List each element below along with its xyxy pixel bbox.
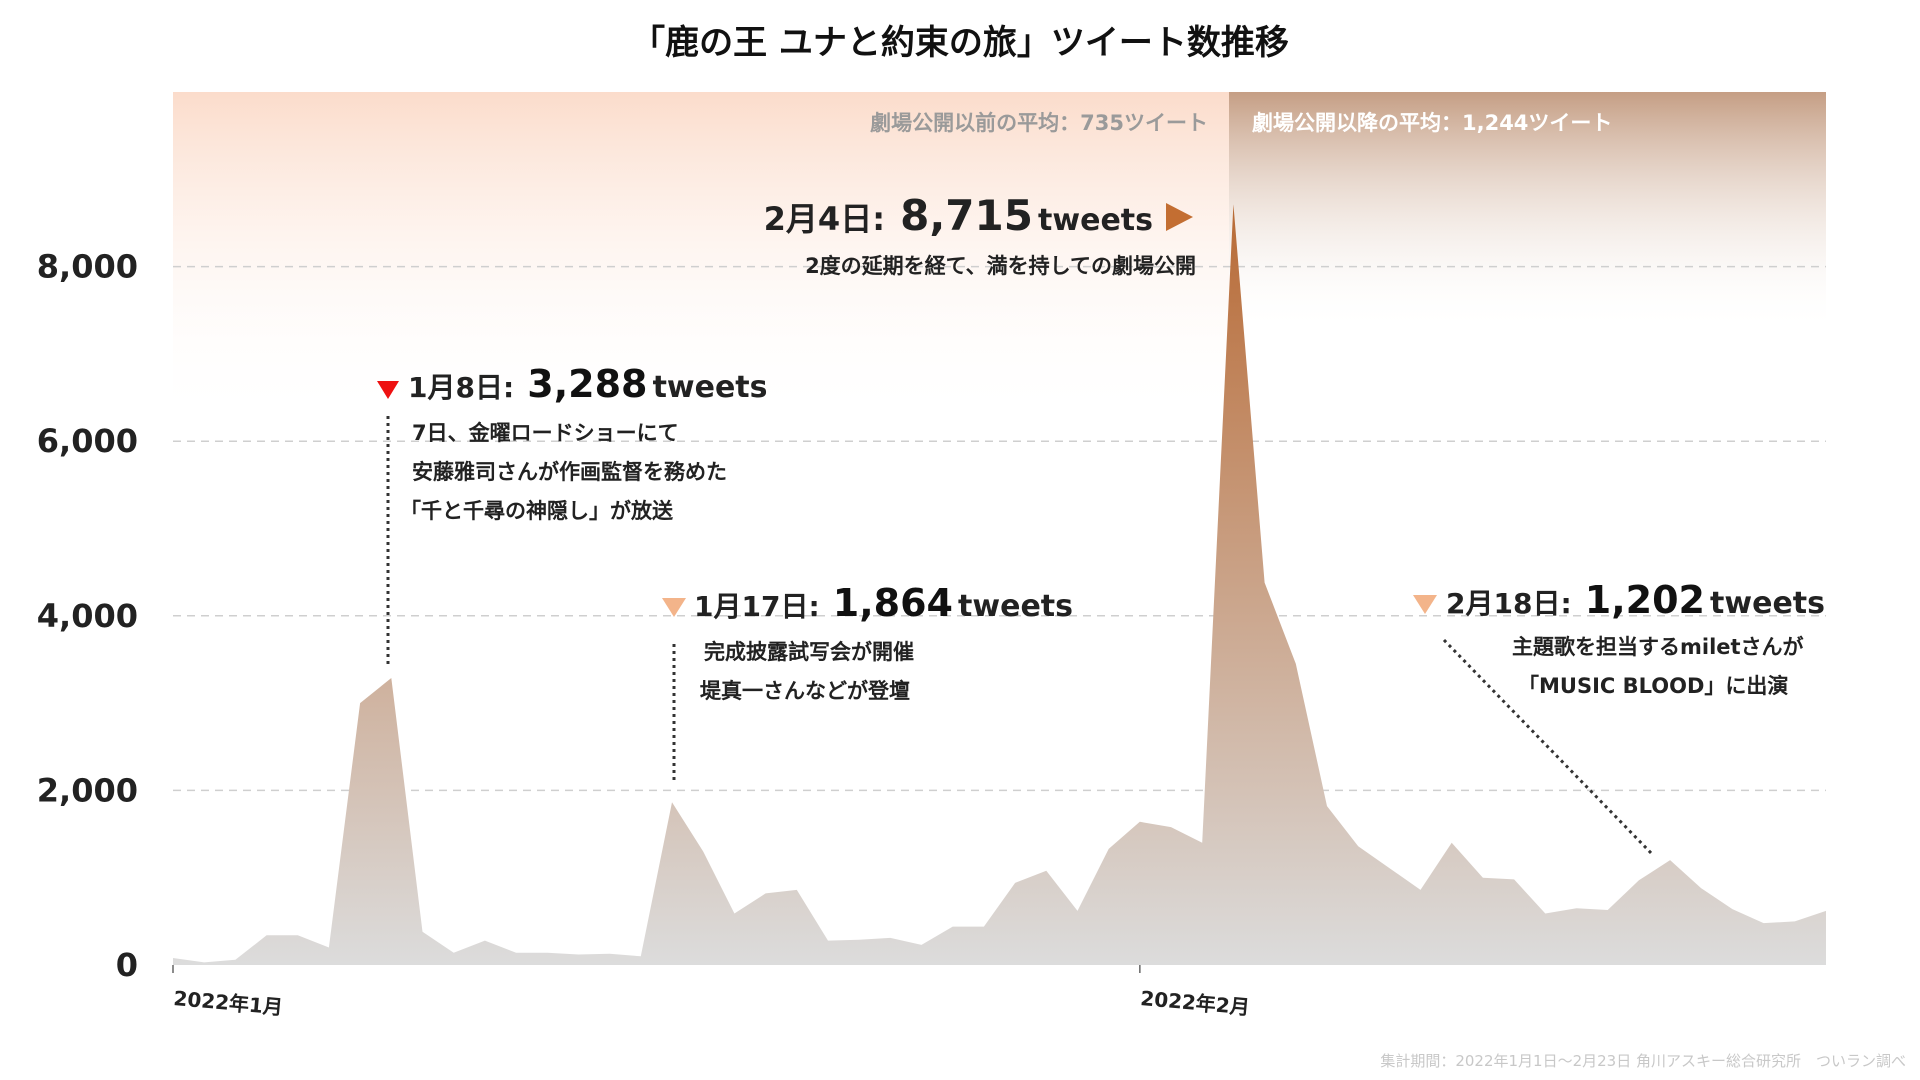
annotation-jan8-line1: 7日、金曜ロードショーにて bbox=[412, 421, 679, 445]
annotation-jan17-heading: 1月17日: 1,864 tweets bbox=[694, 581, 1073, 625]
tweet-area-series bbox=[173, 204, 1826, 965]
post-release-band bbox=[1229, 92, 1826, 332]
annotation-jan8-heading: 1月8日: 3,288 tweets bbox=[408, 362, 768, 406]
y-tick-label: 8,000 bbox=[37, 248, 138, 286]
y-tick-label: 0 bbox=[116, 946, 138, 984]
pre-release-band bbox=[173, 92, 1229, 422]
y-tick-label: 4,000 bbox=[37, 597, 138, 635]
y-tick-label: 6,000 bbox=[37, 422, 138, 460]
y-axis: 0 2,000 4,000 6,000 8,000 bbox=[37, 248, 138, 984]
x-axis: 2022年1月 2022年2月 bbox=[172, 965, 1251, 1020]
annotation-feb18-line1: 主題歌を担当するmiletさんが bbox=[1512, 635, 1804, 659]
annotation-feb18-line2: 「MUSIC BLOOD」に出演 bbox=[1518, 674, 1788, 698]
x-tick-label: 2022年1月 bbox=[173, 986, 284, 1019]
annotation-jan17: 1月17日: 1,864 tweets 完成披露試写会が開催 堤真一さんなどが登… bbox=[662, 581, 1073, 782]
annotation-jan17-marker bbox=[662, 598, 686, 617]
annotation-feb18: 2月18日: 1,202 tweets 主題歌を担当するmiletさんが 「MU… bbox=[1413, 578, 1825, 856]
annotation-jan8-value: 3,288 bbox=[527, 362, 647, 406]
annotation-jan17-value: 1,864 bbox=[833, 581, 953, 625]
annotation-feb18-unit: tweets bbox=[1710, 586, 1825, 621]
annotation-feb18-leader bbox=[1442, 638, 1654, 856]
annotation-jan17-line2: 堤真一さんなどが登壇 bbox=[700, 679, 910, 703]
annotation-feb18-value: 1,202 bbox=[1585, 578, 1705, 622]
annotation-jan8-date: 1月8日: bbox=[408, 371, 514, 404]
annotation-feb4-arrow bbox=[1166, 203, 1193, 231]
annotation-feb4-value: 8,715 bbox=[900, 191, 1033, 240]
annotation-jan8-unit: tweets bbox=[653, 370, 768, 405]
annotation-feb4-unit: tweets bbox=[1038, 203, 1153, 238]
annotation-feb18-heading: 2月18日: 1,202 tweets bbox=[1446, 578, 1825, 622]
annotation-jan8-line2: 安藤雅司さんが作画監督を務めた bbox=[412, 460, 727, 484]
annotation-jan17-date: 1月17日: bbox=[694, 590, 820, 623]
annotation-feb4-date: 2月4日: bbox=[764, 200, 885, 238]
y-tick-label: 2,000 bbox=[37, 771, 138, 809]
gridlines bbox=[173, 265, 1826, 792]
annotation-jan8-marker bbox=[377, 381, 399, 399]
annotation-feb18-date: 2月18日: bbox=[1446, 587, 1572, 620]
annotation-jan8-line3: 「千と千尋の神隠し」が放送 bbox=[400, 499, 674, 523]
annotation-feb4-heading: 2月4日: 8,715 tweets bbox=[764, 191, 1153, 240]
annotation-jan17-unit: tweets bbox=[958, 589, 1073, 624]
annotation-feb18-marker bbox=[1413, 595, 1437, 614]
chart-title: 「鹿の王 ユナと約束の旅」ツイート数推移 bbox=[631, 23, 1289, 63]
source-note: 集計期間：2022年1月1日～2月23日 角川アスキー総合研究所 ついラン調べ bbox=[1380, 1052, 1906, 1070]
annotation-feb4: 2月4日: 8,715 tweets 2度の延期を経て、満を持しての劇場公開 bbox=[764, 191, 1196, 278]
annotation-feb4-line1: 2度の延期を経て、満を持しての劇場公開 bbox=[805, 254, 1196, 278]
pre-release-average-label: 劇場公開以前の平均：735ツイート bbox=[870, 111, 1208, 135]
annotation-jan17-line1: 完成披露試写会が開催 bbox=[704, 640, 914, 664]
annotation-jan8: 1月8日: 3,288 tweets 7日、金曜ロードショーにて 安藤雅司さんが… bbox=[377, 362, 768, 665]
post-release-average-label: 劇場公開以降の平均：1,244ツイート bbox=[1252, 111, 1612, 135]
x-tick-label: 2022年2月 bbox=[1139, 986, 1250, 1019]
